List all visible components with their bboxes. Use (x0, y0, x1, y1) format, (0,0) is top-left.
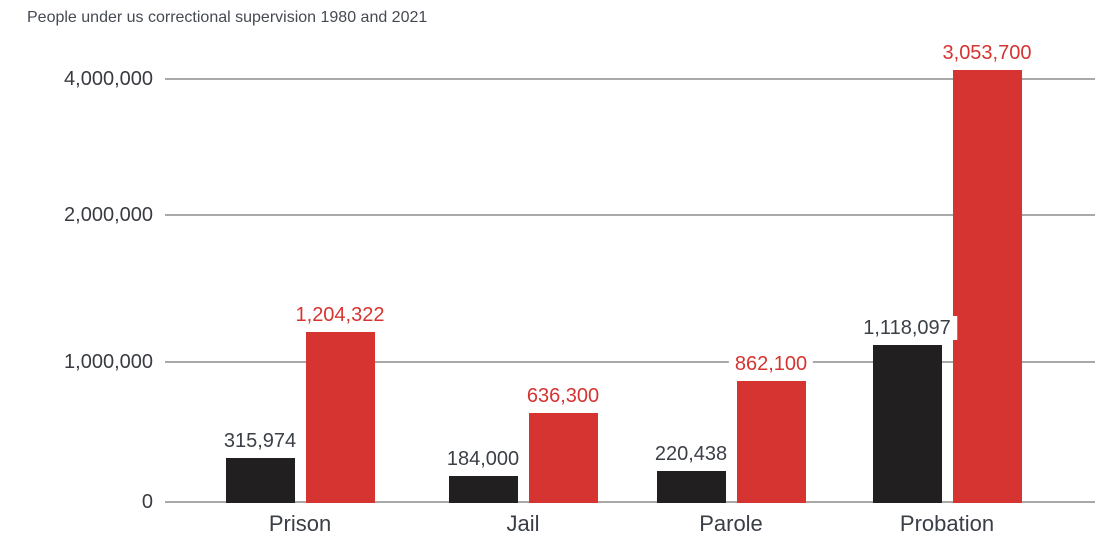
gridline-1000000 (165, 361, 1095, 363)
bar-1980-jail (448, 476, 518, 503)
y-axis-tick-label: 4,000,000 (64, 68, 153, 90)
gridline-2000000 (165, 214, 1095, 216)
x-axis-label-parole: Parole (699, 511, 763, 536)
value-label-2021-prison: 1,204,322 (289, 303, 391, 327)
value-label-2021-probation: 3,053,700 (936, 41, 1038, 65)
bar-1980-parole (656, 471, 726, 503)
x-axis-label-probation: Probation (899, 511, 995, 536)
value-label-1980-probation: 1,118,097 (857, 316, 957, 340)
value-label-1980-parole: 220,438 (648, 442, 734, 466)
bar-2021-parole (736, 381, 806, 503)
chart-title: People under us correctional supervision… (27, 9, 428, 26)
bar-1980-probation (872, 345, 942, 503)
value-label-1980-jail: 184,000 (440, 447, 526, 471)
gridline-4000000 (165, 78, 1095, 80)
bar-2021-prison (305, 332, 375, 503)
value-label-2021-jail: 636,300 (520, 384, 606, 408)
bar-2021-jail (528, 413, 598, 503)
y-axis-tick-label: 2,000,000 (64, 204, 153, 226)
y-axis-tick-label: 0 (141, 491, 153, 513)
x-axis-label-prison: Prison (268, 511, 332, 536)
bar-2021-probation (952, 70, 1022, 503)
x-axis-label-jail: Jail (506, 511, 540, 536)
value-label-2021-parole: 862,100 (728, 352, 814, 376)
gridline-0 (165, 501, 1095, 503)
y-axis-tick-label: 1,000,000 (64, 351, 153, 373)
bar-1980-prison (225, 458, 295, 503)
value-label-1980-prison: 315,974 (217, 429, 303, 453)
